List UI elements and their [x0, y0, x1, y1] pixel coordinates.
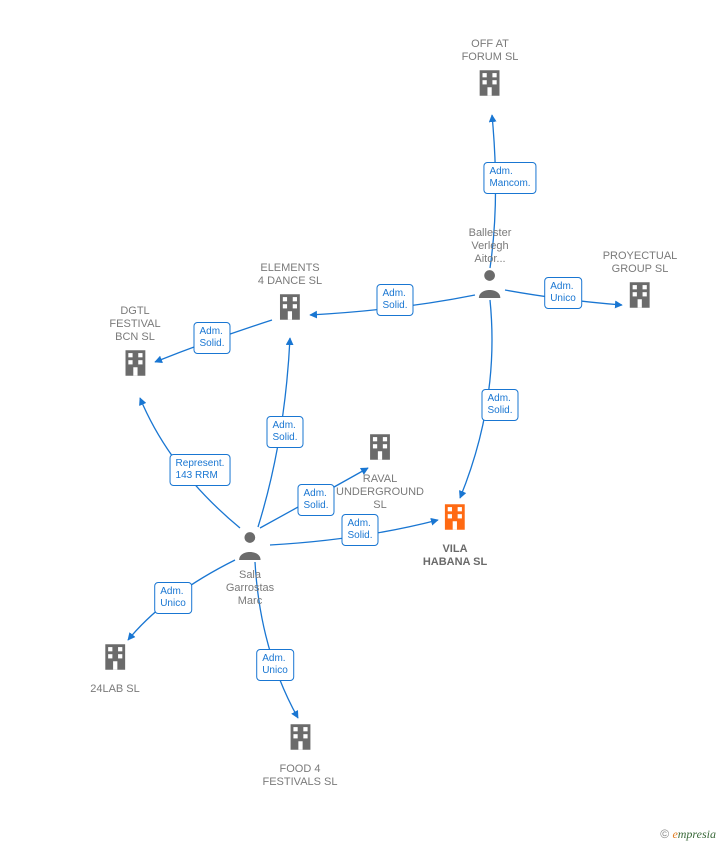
- footer-copyright: © empresia: [660, 827, 716, 842]
- node-food4[interactable]: FOOD 4 FESTIVALS SL: [263, 720, 338, 789]
- edge-sala-dgtl: [140, 398, 240, 528]
- edge-sala-24lab: [128, 560, 235, 640]
- node-proyectual[interactable]: PROYECTUAL GROUP SL: [603, 250, 678, 317]
- network-diagram: { "canvas": { "width": 728, "height": 85…: [0, 0, 728, 850]
- edges-layer: [0, 0, 728, 850]
- node-off_at_forum[interactable]: OFF AT FORUM SL: [462, 38, 519, 105]
- edge-label-sala-vila: Adm. Solid.: [341, 514, 378, 546]
- edge-sala-vila: [270, 520, 438, 545]
- node-label: Sala Garrostas Marc: [226, 569, 274, 608]
- node-24lab[interactable]: 24LAB SL: [90, 640, 140, 696]
- node-label: Ballester Verlegh Aitor...: [469, 227, 512, 266]
- node-dgtl[interactable]: DGTL FESTIVAL BCN SL: [109, 305, 160, 385]
- node-label: RAVAL UNDERGROUND SL: [336, 473, 424, 512]
- edge-label-ballester-off_at_forum: Adm. Mancom.: [483, 162, 536, 194]
- node-label: 24LAB SL: [90, 683, 140, 696]
- node-label: FOOD 4 FESTIVALS SL: [263, 763, 338, 789]
- node-ballester[interactable]: Ballester Verlegh Aitor...: [469, 227, 512, 303]
- node-label: ELEMENTS 4 DANCE SL: [258, 262, 322, 288]
- edge-label-sala-dgtl: Represent. 143 RRM: [170, 454, 231, 486]
- edge-label-sala-raval: Adm. Solid.: [297, 484, 334, 516]
- edge-label-sala-elements: Adm. Solid.: [266, 416, 303, 448]
- edge-label-elements-dgtl: Adm. Solid.: [193, 322, 230, 354]
- node-label: OFF AT FORUM SL: [462, 38, 519, 64]
- edge-sala-elements: [258, 338, 290, 527]
- node-raval[interactable]: RAVAL UNDERGROUND SL: [336, 430, 424, 512]
- edge-label-ballester-elements: Adm. Solid.: [376, 284, 413, 316]
- edge-label-ballester-proyectual: Adm. Unico: [544, 277, 582, 309]
- node-sala[interactable]: Sala Garrostas Marc: [226, 530, 274, 608]
- edge-label-sala-food4: Adm. Unico: [256, 649, 294, 681]
- node-vila[interactable]: VILA HABANA SL: [423, 500, 487, 569]
- edge-label-sala-24lab: Adm. Unico: [154, 582, 192, 614]
- edge-ballester-elements: [310, 295, 475, 315]
- node-elements[interactable]: ELEMENTS 4 DANCE SL: [258, 262, 322, 329]
- node-label: VILA HABANA SL: [423, 543, 487, 569]
- edge-ballester-vila: [460, 300, 492, 498]
- node-label: DGTL FESTIVAL BCN SL: [109, 305, 160, 344]
- edge-label-ballester-vila: Adm. Solid.: [481, 389, 518, 421]
- node-label: PROYECTUAL GROUP SL: [603, 250, 678, 276]
- edge-elements-dgtl: [155, 320, 272, 362]
